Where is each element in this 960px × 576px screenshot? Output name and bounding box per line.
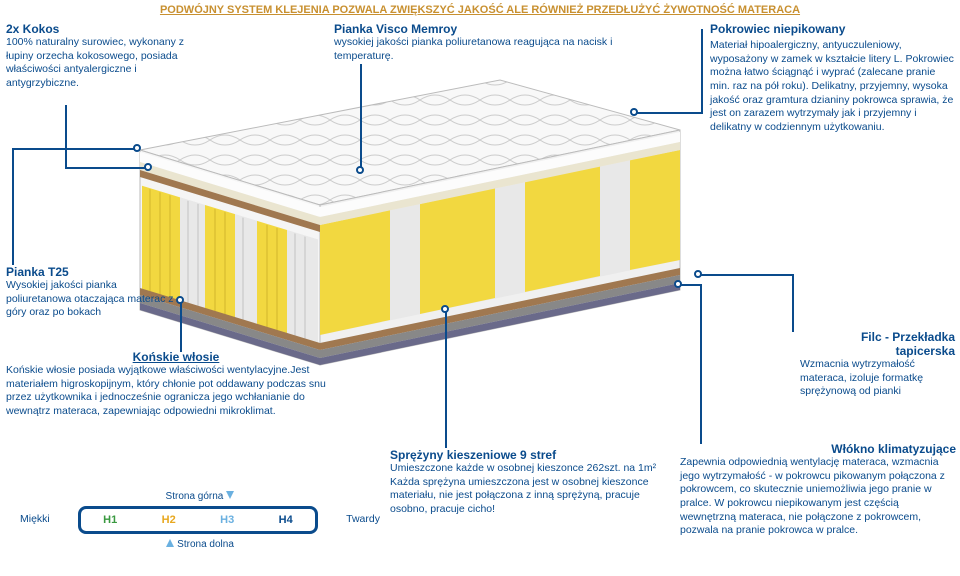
visco-text: wysokiej jakości pianka poliuretanowa re… xyxy=(334,36,654,63)
dot-sprezyny xyxy=(441,305,449,313)
callout-sprezyny: Sprężyny kieszeniowe 9 stref Umieszczone… xyxy=(390,448,660,517)
kokos-text: 100% naturalny surowiec, wykonany z łupi… xyxy=(6,36,206,91)
callout-t25: Pianka T25 Wysokiej jakości pianka poliu… xyxy=(6,265,181,320)
dot-filc xyxy=(694,270,702,278)
dot-kokos xyxy=(144,163,152,171)
visco-title: Pianka Visco Memroy xyxy=(334,22,654,36)
line-sprezyny xyxy=(445,310,447,448)
callout-pokrowiec: Pokrowiec niepikowany Materiał hipoalerg… xyxy=(710,22,954,134)
hardness-soft: Miękki xyxy=(20,513,50,527)
hardness-top-label: Strona górna xyxy=(166,491,224,502)
wlokno-text: Zapewnia odpowiednią wentylację materaca… xyxy=(680,456,956,538)
kokos-title: 2x Kokos xyxy=(6,22,206,36)
line-visco xyxy=(360,64,362,169)
line-filc xyxy=(792,274,794,332)
line-wlokno-h xyxy=(680,284,702,286)
line-t25 xyxy=(12,148,14,265)
line-kokos xyxy=(65,105,67,167)
line-filc-h xyxy=(700,274,792,276)
line-konskie xyxy=(180,302,182,352)
callout-kokos: 2x Kokos 100% naturalny surowiec, wykona… xyxy=(6,22,206,91)
wlokno-title: Włókno klimatyzujące xyxy=(680,442,956,456)
line-pokrowiec-h xyxy=(636,112,703,114)
filc-title: Filc - Przekładka tapicerska xyxy=(800,330,955,358)
hardness-bar: H1 H2 H3 H4 xyxy=(78,506,318,534)
sprezyny-text2: Każda sprężyna umieszczona jest w osobne… xyxy=(390,476,660,517)
arrow-up-icon xyxy=(166,539,174,547)
dot-t25 xyxy=(133,144,141,152)
dot-konskie xyxy=(176,296,184,304)
pokrowiec-title: Pokrowiec niepikowany xyxy=(710,22,954,36)
hardness-h4: H4 xyxy=(256,509,315,531)
dot-wlokno xyxy=(674,280,682,288)
t25-text: Wysokiej jakości pianka poliuretanowa ot… xyxy=(6,279,181,320)
callout-wlokno: Włókno klimatyzujące Zapewnia odpowiedni… xyxy=(680,442,956,538)
sprezyny-title: Sprężyny kieszeniowe 9 stref xyxy=(390,448,660,462)
pokrowiec-text: Materiał hipoalergiczny, antyuczuleniowy… xyxy=(710,39,954,134)
dot-visco xyxy=(356,166,364,174)
callout-filc: Filc - Przekładka tapicerska Wzmacnia wy… xyxy=(800,330,955,399)
arrow-down-icon xyxy=(226,491,234,499)
dot-pokrowiec xyxy=(630,108,638,116)
line-t25-h xyxy=(12,148,136,150)
t25-title: Pianka T25 xyxy=(6,265,181,279)
filc-text: Wzmacnia wytrzymałość materaca, izoluje … xyxy=(800,358,955,399)
line-wlokno xyxy=(700,284,702,444)
hardness-bottom-label: Strona dolna xyxy=(177,539,234,550)
line-kokos-h xyxy=(65,167,147,169)
callout-konskie: Końskie włosie Końskie włosie posiada wy… xyxy=(6,350,346,419)
hardness-h3: H3 xyxy=(198,509,257,531)
konskie-title: Końskie włosie xyxy=(6,350,346,364)
line-pokrowiec xyxy=(701,29,703,112)
sprezyny-text1: Umieszczone każde w osobnej kieszonce 26… xyxy=(390,462,660,476)
main-header: PODWÓJNY SYSTEM KLEJENIA POZWALA ZWIĘKSZ… xyxy=(0,0,960,20)
konskie-text: Końskie włosie posiada wyjątkowe właściw… xyxy=(6,364,346,419)
hardness-hard: Twardy xyxy=(346,513,380,527)
hardness-scale: Strona górna Miękki H1 H2 H3 H4 Twardy S… xyxy=(20,490,380,550)
hardness-h1: H1 xyxy=(81,509,140,531)
hardness-h2: H2 xyxy=(139,509,198,531)
callout-visco: Pianka Visco Memroy wysokiej jakości pia… xyxy=(334,22,654,63)
